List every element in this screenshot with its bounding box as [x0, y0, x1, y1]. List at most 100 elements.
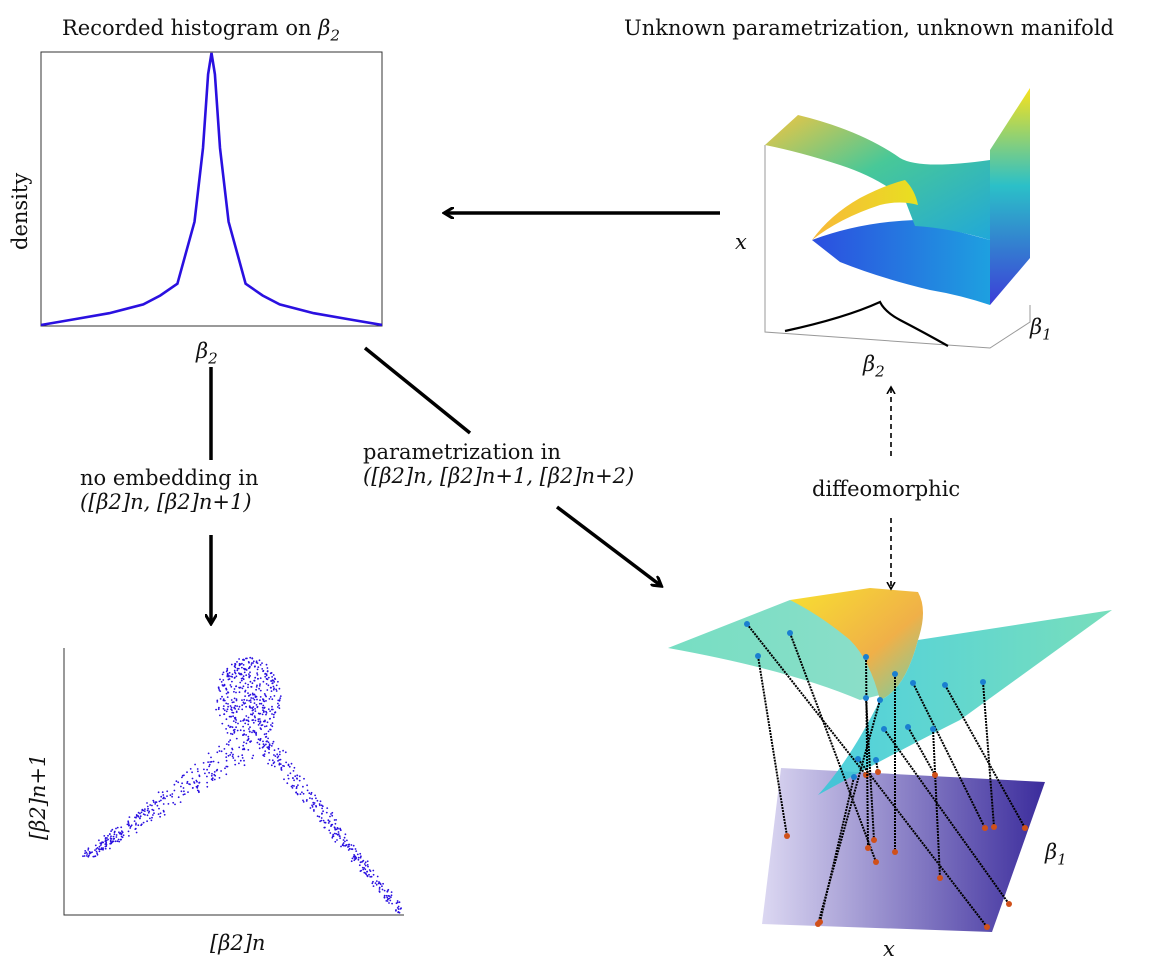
scatter-point — [291, 787, 294, 789]
scatter-point — [241, 754, 244, 757]
scatter-point — [149, 804, 152, 806]
embedding-axis-b1: β1 — [1045, 840, 1067, 869]
scatter-point — [142, 813, 145, 815]
scatter-point — [209, 761, 212, 763]
scatter-point — [303, 777, 305, 780]
scatter-point — [241, 748, 244, 751]
scatter-point — [311, 797, 313, 800]
scatter-point — [82, 855, 84, 858]
scatter-point — [267, 676, 270, 679]
histogram-xlabel-sub: 2 — [208, 349, 218, 368]
scatter-point — [271, 698, 274, 701]
diffeomorphic-text: diffeomorphic — [812, 477, 961, 501]
scatter-point — [309, 807, 312, 809]
scatter-point — [242, 685, 245, 688]
scatter-point — [231, 755, 234, 758]
scatter-point — [222, 705, 225, 707]
scatter-point — [225, 728, 228, 730]
scatter-point — [96, 852, 98, 855]
scatter-point — [321, 807, 323, 810]
scatter-point — [265, 695, 267, 698]
manifold-point — [851, 774, 857, 780]
scatter-point — [253, 702, 256, 704]
scatter-point — [247, 737, 250, 740]
scatter-point — [350, 844, 353, 846]
scatter-point — [241, 704, 244, 707]
scatter-point — [112, 840, 115, 843]
scatter-point — [328, 829, 331, 832]
scatter-point — [208, 765, 211, 768]
histogram-panel — [40, 51, 383, 327]
no-embedding-label: no embedding in ([β2]n, [β2]n+1) — [80, 466, 259, 514]
scatter-point — [218, 750, 221, 752]
scatter-point — [88, 854, 90, 857]
scatter-point — [353, 859, 356, 862]
scatter-point — [259, 738, 262, 740]
scatter-point — [260, 702, 263, 705]
scatter-point — [97, 848, 100, 850]
scatter-point — [245, 705, 248, 708]
scatter-point — [286, 782, 289, 785]
scatter-point — [266, 670, 269, 672]
scatter-point — [156, 804, 159, 807]
scatter-point — [318, 803, 321, 805]
scatter-point — [296, 778, 298, 780]
scatter-point — [256, 698, 258, 701]
scatter-point — [223, 684, 226, 686]
scatter-point — [256, 662, 259, 664]
scatter-point — [295, 791, 297, 794]
scatter-point — [354, 848, 357, 850]
scatter-point — [169, 794, 172, 797]
scatter-point — [182, 787, 185, 789]
scatter-point — [279, 695, 282, 697]
scatter-point — [271, 759, 274, 762]
scatter-point — [186, 771, 188, 774]
scatter-point — [270, 764, 273, 767]
scatter-xlabel-text: [β2]n — [210, 931, 266, 955]
scatter-point — [92, 855, 95, 858]
scatter-point — [180, 790, 183, 793]
scatter-point — [135, 831, 138, 834]
scatter-point — [247, 686, 249, 689]
scatter-point — [152, 799, 155, 802]
scatter-point — [271, 722, 274, 724]
scatter-point — [252, 697, 255, 700]
scatter-point — [336, 827, 339, 829]
scatter-point — [275, 690, 278, 692]
scatter-point — [331, 823, 334, 826]
scatter-point — [309, 797, 311, 799]
manifold-point — [873, 757, 879, 763]
scatter-point — [269, 696, 272, 698]
scatter-point — [210, 778, 213, 781]
scatter-point — [269, 717, 271, 720]
scatter-point — [251, 709, 254, 712]
scatter-point — [232, 720, 235, 722]
scatter-point — [118, 840, 121, 843]
scatter-point — [310, 791, 313, 794]
scatter-point — [213, 778, 216, 781]
scatter-point — [191, 777, 194, 780]
scatter-point — [177, 781, 180, 784]
scatter-point — [241, 757, 244, 759]
scatter-point — [398, 911, 401, 914]
scatter-point — [234, 759, 236, 762]
scatter-point — [234, 662, 237, 665]
scatter-point — [366, 874, 369, 877]
scatter-point — [289, 772, 292, 775]
scatter-point — [378, 888, 381, 890]
scatter-point — [120, 826, 123, 829]
plane-point — [873, 859, 879, 865]
scatter-point — [283, 765, 285, 767]
scatter-point — [383, 896, 386, 899]
scatter-point — [306, 789, 309, 792]
scatter-point — [101, 848, 103, 851]
scatter-point — [271, 680, 273, 682]
scatter-point — [225, 759, 228, 762]
scatter-point — [233, 669, 236, 672]
scatter-point — [242, 675, 245, 678]
scatter-point — [219, 698, 222, 700]
scatter-point — [245, 742, 248, 745]
scatter-point — [129, 827, 132, 829]
scatter-point — [251, 713, 254, 716]
scatter-point — [389, 899, 392, 902]
